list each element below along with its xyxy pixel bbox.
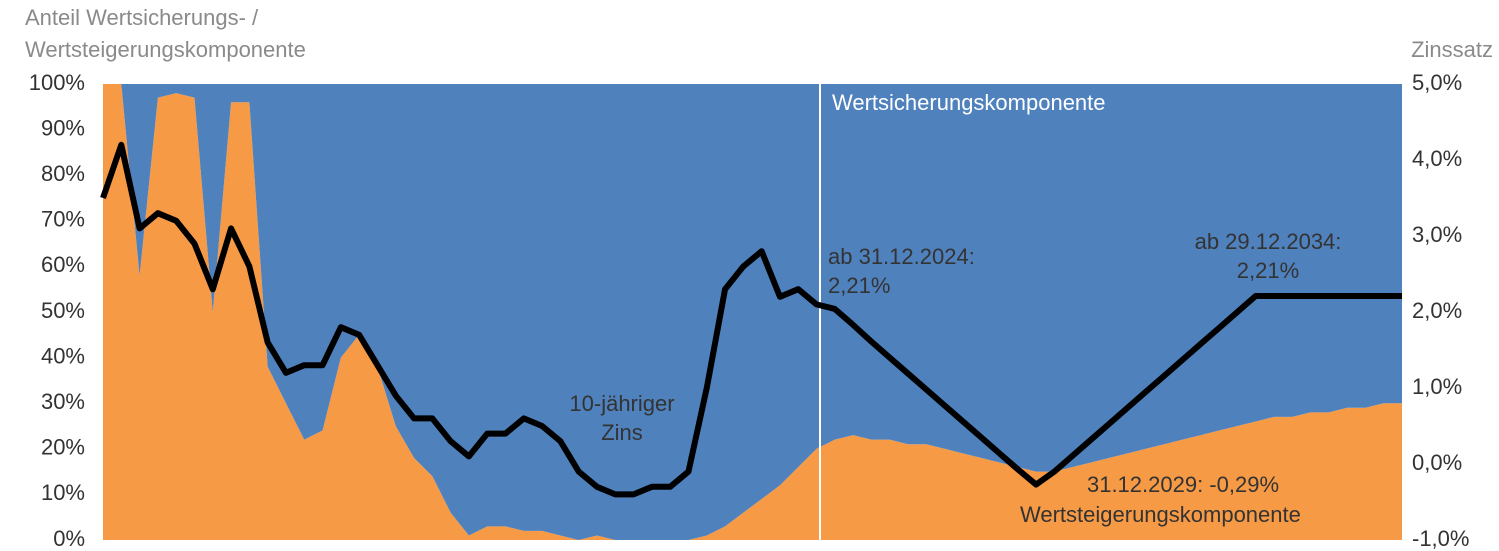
y2-tick-label: 4,0%	[1412, 146, 1462, 171]
annotation: 2,21%	[828, 273, 890, 298]
y-tick-label: 80%	[41, 161, 85, 186]
y2-tick-label: 2,0%	[1412, 298, 1462, 323]
y2-tick-label: -1,0%	[1412, 526, 1469, 551]
series-label: Wertsteigerungskomponente	[1020, 502, 1301, 527]
y2-tick-label: 3,0%	[1412, 222, 1462, 247]
y-tick-label: 60%	[41, 252, 85, 277]
y-tick-label: 20%	[41, 435, 85, 460]
y2-tick-label: 0,0%	[1412, 450, 1462, 475]
y-tick-label: 0%	[53, 526, 85, 551]
series-label: 10-jähriger Zins	[569, 391, 674, 445]
area	[103, 84, 1402, 540]
y-tick-label: 70%	[41, 207, 85, 232]
area	[103, 84, 1402, 540]
annotation: 2,21%	[1237, 258, 1299, 283]
y-tick-label: 30%	[41, 389, 85, 414]
y2-axis-title: Zinssatz	[1411, 37, 1493, 62]
y2-tick-label: 1,0%	[1412, 374, 1462, 399]
y-tick-label: 50%	[41, 298, 85, 323]
annotation: ab 31.12.2024:	[828, 244, 975, 269]
series-label: Wertsicherungskomponente	[832, 90, 1106, 115]
y-axis-title: Wertsteigerungskomponente	[25, 37, 306, 62]
line	[100, 141, 1402, 498]
y-axis-title: Anteil Wertsicherungs- /	[25, 5, 259, 30]
annotation: ab 29.12.2034:	[1195, 229, 1342, 254]
annotation: 31.12.2029: -0,29%	[1087, 472, 1279, 497]
y2-tick-label: 5,0%	[1412, 70, 1462, 95]
y-tick-label: 10%	[41, 480, 85, 505]
y-tick-label: 40%	[41, 343, 85, 368]
y-tick-label: 100%	[29, 70, 85, 95]
y-tick-label: 90%	[41, 115, 85, 140]
